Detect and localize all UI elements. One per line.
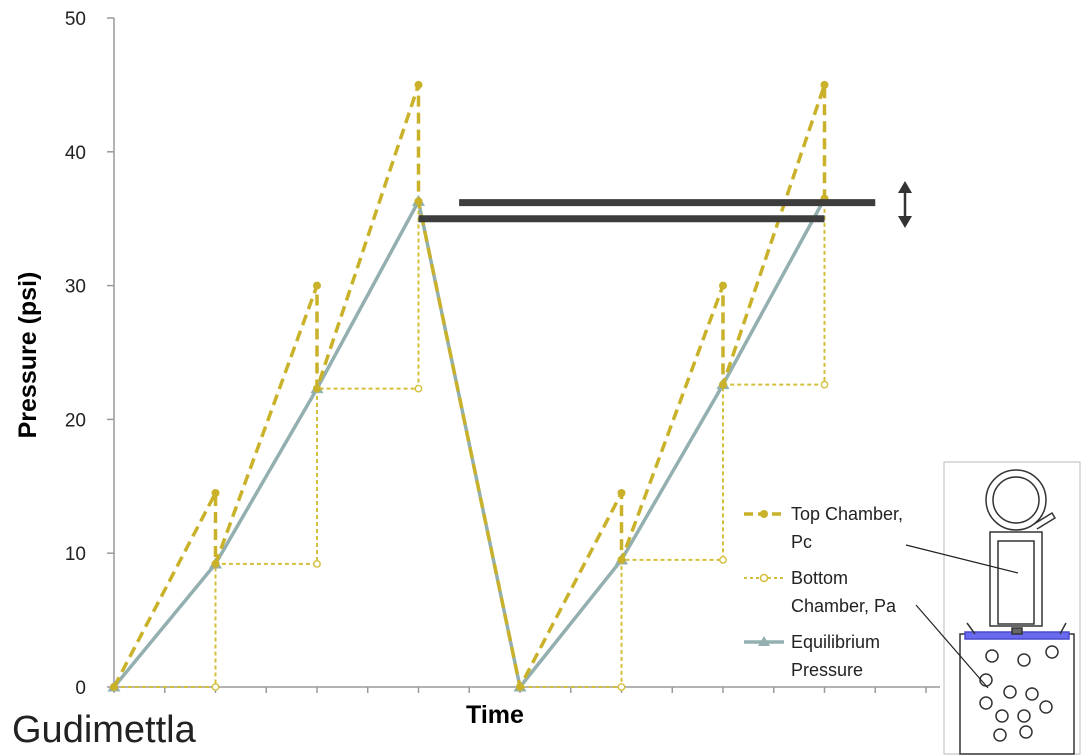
series-top-chamber-line bbox=[112, 83, 827, 689]
legend-label-line1: Equilibrium bbox=[791, 632, 880, 652]
series-top-chamber-point bbox=[617, 488, 626, 497]
series-top-chamber-point bbox=[719, 380, 727, 389]
series-top-chamber-point bbox=[617, 555, 626, 564]
y-tick-label: 10 bbox=[65, 544, 86, 565]
series-top-chamber-point bbox=[516, 683, 524, 691]
legend-item-top-chamber: Top Chamber, Pc bbox=[744, 504, 903, 552]
legend-label-line2: Pc bbox=[791, 532, 812, 552]
y-tick-label: 30 bbox=[65, 277, 86, 298]
series-layer bbox=[107, 80, 831, 692]
y-tick-label: 40 bbox=[65, 143, 86, 164]
series-top-chamber-point bbox=[719, 281, 727, 290]
series-top-chamber-point bbox=[414, 197, 423, 206]
author-credit: Gudimettla bbox=[12, 709, 197, 751]
series-top-chamber-point bbox=[211, 488, 220, 497]
apparatus-schematic-icon bbox=[905, 461, 1081, 755]
axes bbox=[113, 18, 940, 688]
series-bottom-chamber-point bbox=[211, 683, 220, 691]
legend-item-bottom-chamber: Bottom Chamber, Pa bbox=[744, 568, 897, 616]
double-arrow-icon bbox=[898, 181, 912, 228]
series-top-chamber-point bbox=[110, 683, 118, 691]
legend-label-line2: Chamber, Pa bbox=[791, 596, 897, 616]
y-tick-label: 20 bbox=[65, 410, 86, 431]
series-top-chamber-point bbox=[211, 559, 220, 568]
legend-label-line2: Pressure bbox=[791, 660, 863, 680]
reference-lines bbox=[418, 199, 876, 223]
x-axis-title: Time bbox=[466, 701, 524, 729]
series-top-chamber-point bbox=[820, 80, 829, 89]
series-top-chamber-point bbox=[313, 281, 321, 290]
series-top-chamber-point bbox=[414, 80, 423, 89]
legend-label-line1: Top Chamber, bbox=[791, 504, 903, 524]
y-tick-group: 0 10 20 30 40 50 bbox=[65, 9, 114, 699]
y-axis-title: Pressure (psi) bbox=[14, 272, 42, 439]
series-bottom-chamber-point bbox=[820, 380, 829, 389]
series-bottom-chamber-point bbox=[617, 683, 626, 691]
series-bottom-chamber-point bbox=[414, 384, 423, 393]
y-tick-label: 50 bbox=[65, 9, 86, 30]
series-equilibrium-line bbox=[112, 197, 827, 689]
legend-item-equilibrium: Equilibrium Pressure bbox=[744, 632, 880, 680]
series-bottom-chamber-point bbox=[313, 560, 321, 568]
series-top-chamber-point bbox=[313, 384, 321, 393]
y-tick-label: 0 bbox=[75, 678, 86, 699]
series-bottom-chamber-point bbox=[719, 555, 727, 564]
legend: Top Chamber, Pc Bottom Chamber, Pa Equil… bbox=[744, 504, 903, 680]
legend-label-line1: Bottom bbox=[791, 568, 848, 588]
